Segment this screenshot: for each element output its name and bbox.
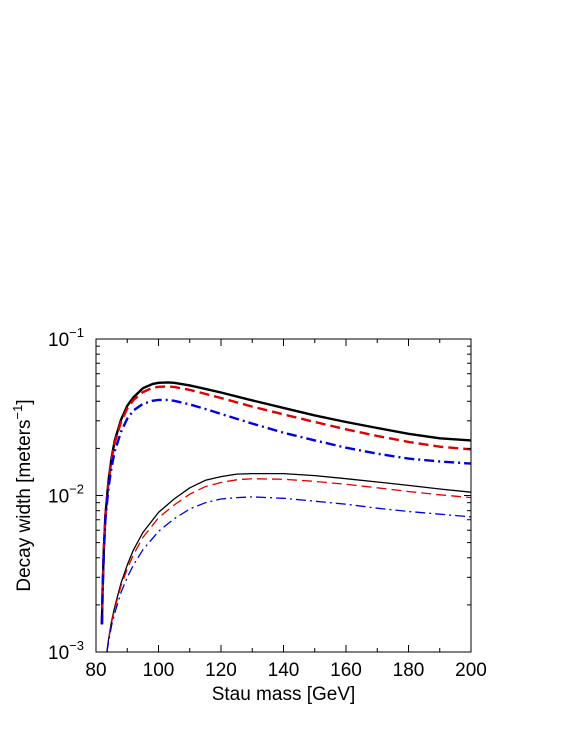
y-tick-label: 10−3	[48, 638, 84, 664]
y-axis-title-main: Decay width [meters	[14, 419, 35, 591]
y-axis-title-sup: −1	[10, 405, 25, 420]
x-tick-label: 160	[330, 660, 362, 681]
x-tick-label: 100	[143, 660, 175, 681]
series-line-2	[100, 385, 472, 625]
x-ticks: 80 100 120 140 160 180 200	[85, 339, 487, 681]
series-line-6	[106, 496, 472, 653]
x-tick-label: 180	[393, 660, 425, 681]
x-tick-label: 140	[268, 660, 300, 681]
series-layer	[100, 381, 472, 653]
y-tick-label: 10−1	[48, 325, 84, 351]
series-line-4	[106, 472, 472, 653]
x-tick-label: 200	[455, 660, 487, 681]
x-tick-label: 120	[205, 660, 237, 681]
plot-frame	[95, 338, 472, 653]
y-tick-label: 10−2	[48, 482, 84, 508]
y-axis-title: Decay width [meters−1]	[10, 399, 35, 591]
series-line-3	[100, 398, 472, 625]
y-axis-title-end: ]	[14, 399, 35, 404]
y-ticks: 10−3 10−2 10−1	[48, 325, 471, 664]
x-tick-label: 80	[85, 660, 106, 681]
x-axis-title: Stau mass [GeV]	[212, 684, 356, 705]
series-line-1	[100, 381, 472, 625]
series-line-5	[106, 478, 472, 653]
plot-area: 80 100 120 140 160 180 200 10−3 10−2 10−1	[48, 325, 487, 681]
